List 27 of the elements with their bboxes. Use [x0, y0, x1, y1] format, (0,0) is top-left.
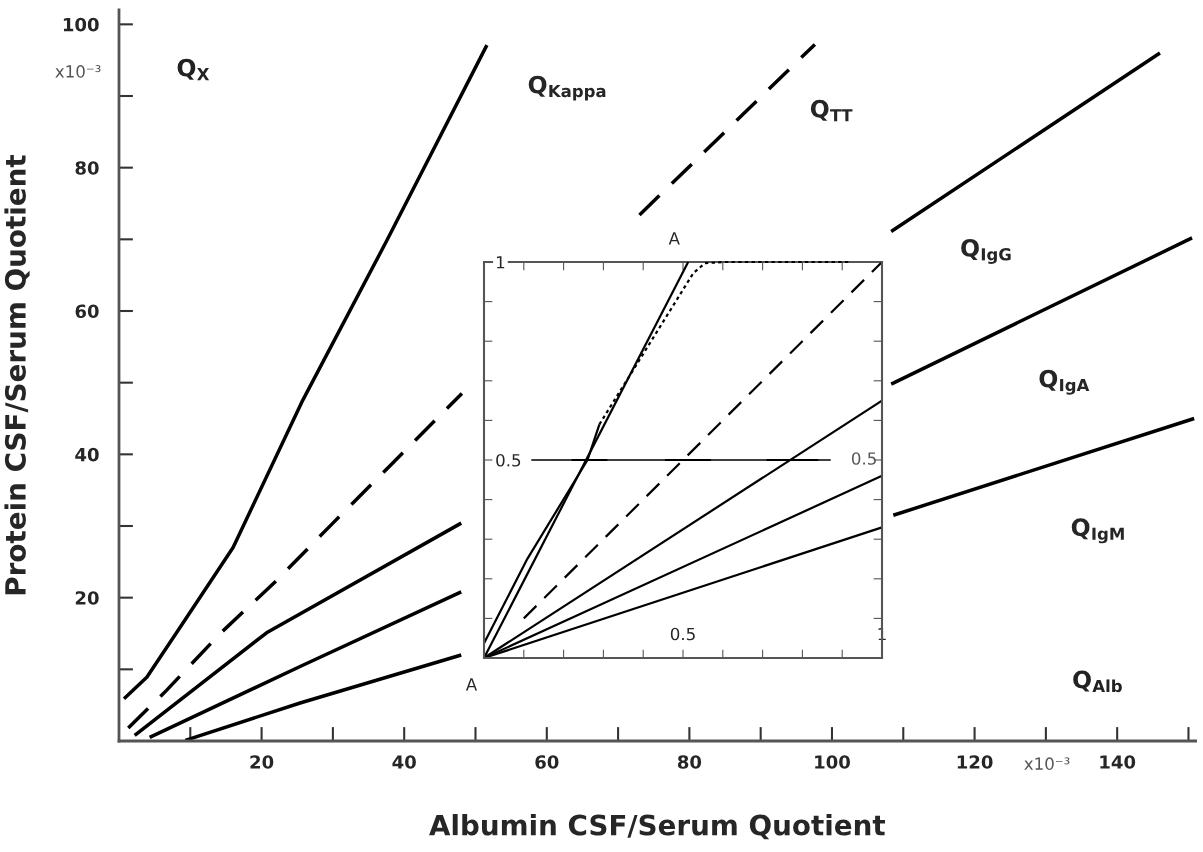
annotation: A — [465, 678, 478, 691]
series-label: Q$_{IgG}$ — [961, 238, 1011, 264]
y-tick-label: 40 — [75, 447, 99, 462]
text: x10⁻³ — [1024, 757, 1070, 770]
text: x10⁻³ — [55, 65, 101, 78]
annotation: 0.5 — [851, 452, 876, 465]
y-tick-label: 100 — [63, 17, 99, 32]
x-tick-label: 140 — [1100, 755, 1136, 769]
x-tick-label: 60 — [535, 755, 559, 769]
text: Q$_{Kappa}$ — [528, 75, 606, 101]
x-tick-label: 40 — [392, 755, 416, 769]
text: Q$_{IgM}$ — [1071, 518, 1124, 544]
y-tick-label: 60 — [75, 304, 99, 319]
y-tick-label: 1 — [496, 256, 505, 269]
x-axis-title: Albumin CSF/Serum Quotient — [429, 814, 886, 840]
series-label: Q$_{TT}$ — [810, 99, 853, 122]
y-axis-title: Protein CSF/Serum Quotient — [4, 154, 30, 595]
x-tick-label: 120 — [957, 755, 993, 769]
y-tick-label: 80 — [75, 161, 99, 175]
annotation: Q$_{X}$ — [177, 58, 210, 81]
x-tick-label: 80 — [677, 755, 702, 769]
annotation: A — [668, 232, 680, 245]
y-tick-label: 20 — [75, 591, 99, 605]
x-tick-label: 20 — [250, 755, 274, 769]
annotation: Q$_{Alb}$ — [1073, 670, 1122, 693]
text: Q$_{IgA}$ — [1039, 369, 1090, 395]
x-tick-label: 100 — [815, 755, 850, 769]
